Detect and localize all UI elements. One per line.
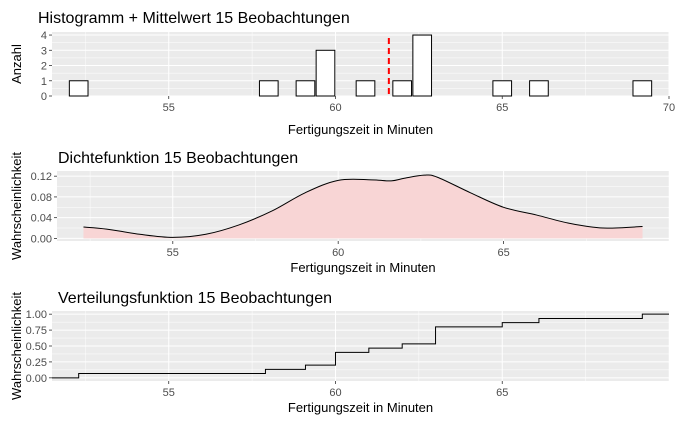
histogram-y-tick-label: 2 (41, 61, 47, 73)
histogram-bar (412, 34, 433, 97)
density-x-ticks: 55 60 65 (167, 241, 510, 259)
cdf-x-axis-label: Fertigungszeit in Minuten (288, 400, 433, 415)
density-x-tick-label: 55 (167, 247, 179, 259)
cdf-x-tick-label: 65 (496, 387, 508, 399)
density-y-tick-label: 0.00 (31, 233, 52, 245)
density-y-ticks: 0.00 0.04 0.08 0.12 (31, 171, 57, 245)
density-area (83, 174, 643, 239)
histogram-x-ticks: 55 60 65 70 (163, 96, 675, 114)
density-y-tick-label: 0.12 (31, 171, 52, 183)
histogram-bar (258, 80, 279, 97)
histogram-bar (68, 80, 89, 97)
cdf-chart: Verteilungsfunktion 15 Beobachtungen 0.0… (9, 290, 670, 415)
density-y-tick-label: 0.08 (31, 192, 52, 204)
histogram-x-tick-label: 55 (163, 102, 175, 114)
cdf-y-ticks: 0.00 0.25 0.50 0.75 1.00 (26, 309, 52, 385)
histogram-y-tick-label: 0 (41, 91, 47, 103)
histogram-x-tick-label: 60 (329, 102, 341, 114)
cdf-title: Verteilungsfunktion 15 Beobachtungen (58, 290, 332, 307)
histogram-x-axis-label: Fertigungszeit in Minuten (288, 122, 433, 137)
histogram-y-tick-label: 1 (41, 76, 47, 88)
histogram-bar (392, 80, 413, 97)
cdf-step-line (52, 313, 669, 379)
density-curve (83, 174, 643, 238)
cdf-x-tick-label: 60 (329, 387, 341, 399)
cdf-grid (52, 311, 670, 381)
histogram-bar (355, 80, 376, 97)
density-y-tick-label: 0.04 (31, 213, 52, 225)
histogram-bar (315, 49, 336, 97)
density-x-tick-label: 60 (332, 247, 344, 259)
histogram-y-tick-label: 4 (41, 30, 47, 42)
cdf-x-ticks: 55 60 65 (163, 381, 508, 399)
cdf-y-tick-label: 0.50 (26, 341, 47, 353)
cdf-x-tick-label: 55 (163, 387, 175, 399)
histogram-title: Histogramm + Mittelwert 15 Beobachtungen (38, 10, 350, 27)
density-chart: Dichtefunktion 15 Beobachtungen 0.00 0.04… (9, 150, 670, 275)
cdf-y-tick-label: 0.25 (26, 357, 47, 369)
histogram-x-tick-label: 65 (496, 102, 508, 114)
histogram-y-ticks: 0 1 2 3 4 (41, 30, 52, 103)
histogram-chart: Histogramm + Mittelwert 15 Beobachtungen… (9, 10, 675, 137)
cdf-y-axis-label: Wahrscheinlichkeit (9, 292, 24, 400)
histogram-bar (492, 80, 513, 97)
histogram-bar (295, 80, 316, 97)
cdf-y-tick-label: 0.75 (26, 325, 47, 337)
density-x-axis-label: Fertigungszeit in Minuten (290, 260, 435, 275)
histogram-bars (68, 34, 653, 97)
density-x-tick-label: 65 (497, 247, 509, 259)
density-title: Dichtefunktion 15 Beobachtungen (58, 150, 298, 167)
cdf-y-tick-label: 1.00 (26, 309, 47, 321)
histogram-x-tick-label: 70 (663, 102, 675, 114)
cdf-y-tick-label: 0.00 (26, 373, 47, 385)
histogram-bar (632, 80, 653, 97)
density-y-axis-label: Wahrscheinlichkeit (9, 152, 24, 260)
histogram-y-tick-label: 3 (41, 45, 47, 57)
histogram-bar (529, 80, 549, 97)
histogram-y-axis-label: Anzahl (9, 44, 24, 84)
